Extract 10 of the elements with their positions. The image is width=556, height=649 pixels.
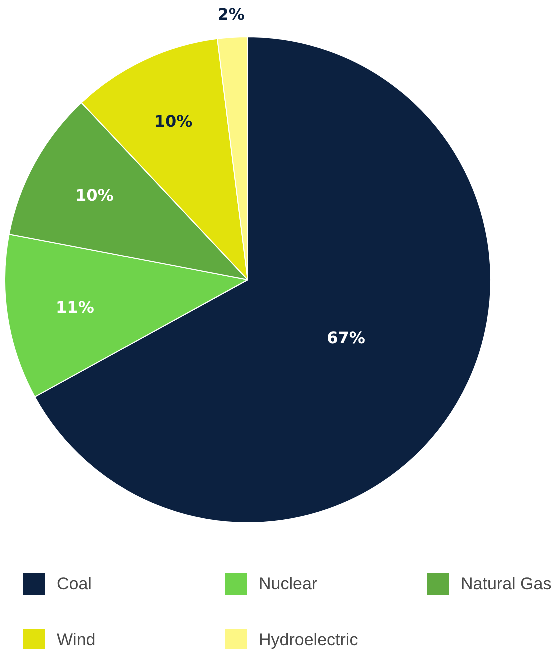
data-label: 10% <box>76 186 114 206</box>
legend-label: Coal <box>57 574 92 594</box>
legend-label: Hydroelectric <box>259 630 359 649</box>
legend-label: Natural Gas <box>461 574 552 594</box>
data-label: 11% <box>56 298 94 317</box>
legend-label: Nuclear <box>259 574 318 594</box>
legend-label: Wind <box>57 630 96 649</box>
data-label: 2% <box>218 4 245 24</box>
data-label: 10% <box>154 112 193 132</box>
data-label: 67% <box>327 328 366 348</box>
